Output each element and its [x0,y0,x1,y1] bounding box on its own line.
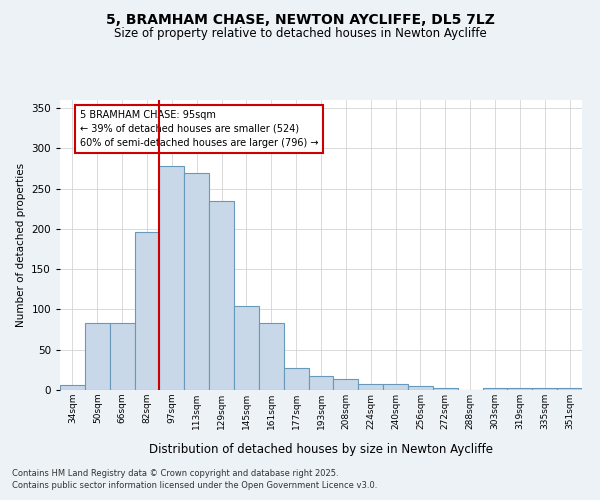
Bar [358,384,383,390]
Bar [482,388,508,390]
Bar [259,323,284,390]
Bar [60,385,85,390]
Bar [308,376,334,390]
Text: 5, BRAMHAM CHASE, NEWTON AYCLIFFE, DL5 7LZ: 5, BRAMHAM CHASE, NEWTON AYCLIFFE, DL5 7… [106,12,494,26]
Bar [408,386,433,390]
Text: Contains public sector information licensed under the Open Government Licence v3: Contains public sector information licen… [12,481,377,490]
Text: Size of property relative to detached houses in Newton Aycliffe: Size of property relative to detached ho… [113,28,487,40]
Bar [532,388,557,390]
Text: Contains HM Land Registry data © Crown copyright and database right 2025.: Contains HM Land Registry data © Crown c… [12,468,338,477]
Bar [433,388,458,390]
Bar [85,323,110,390]
Bar [184,174,209,390]
Y-axis label: Number of detached properties: Number of detached properties [16,163,26,327]
Bar [160,166,184,390]
Bar [557,388,582,390]
Bar [234,306,259,390]
Bar [134,232,160,390]
Bar [334,378,358,390]
Bar [383,384,408,390]
Bar [110,323,134,390]
Text: Distribution of detached houses by size in Newton Aycliffe: Distribution of detached houses by size … [149,442,493,456]
Text: 5 BRAMHAM CHASE: 95sqm
← 39% of detached houses are smaller (524)
60% of semi-de: 5 BRAMHAM CHASE: 95sqm ← 39% of detached… [80,110,319,148]
Bar [284,368,308,390]
Bar [209,200,234,390]
Bar [508,388,532,390]
